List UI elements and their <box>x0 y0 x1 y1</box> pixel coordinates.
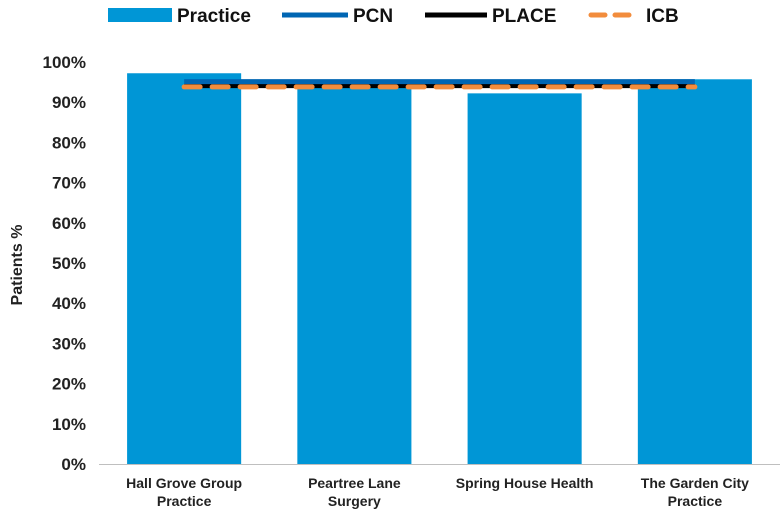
legend-label: ICB <box>646 6 679 27</box>
reference-lines <box>181 79 698 90</box>
x-category-label: Practice <box>668 493 723 509</box>
legend-swatch <box>108 8 172 22</box>
legend-item-practice: Practice <box>108 6 251 27</box>
legend: Practice PCN PLACE ICB <box>108 6 679 27</box>
y-tick-label: 100% <box>43 53 86 72</box>
y-tick-label: 0% <box>61 455 86 474</box>
legend-item-place: PLACE <box>425 6 556 27</box>
y-tick-label: 40% <box>52 294 86 313</box>
legend-label: PCN <box>353 6 393 27</box>
x-category-label: Hall Grove Group <box>126 475 242 491</box>
x-category-label: The Garden City <box>641 475 749 491</box>
y-tick-label: 20% <box>52 375 86 394</box>
bar-practice <box>297 87 412 464</box>
y-tick-label: 70% <box>52 174 86 193</box>
x-category-label: Surgery <box>328 493 381 509</box>
x-axis-labels: Hall Grove Group Practice Peartree Lane Sur… <box>126 475 749 509</box>
bar-practice <box>637 79 752 464</box>
y-axis-title: Patients % <box>9 225 26 306</box>
legend-item-icb: ICB <box>588 6 679 27</box>
bars <box>127 73 752 465</box>
y-tick-label: 60% <box>52 214 86 233</box>
y-tick-label: 50% <box>52 254 86 273</box>
bar-practice <box>127 73 242 465</box>
y-tick-label: 90% <box>52 93 86 112</box>
x-category-label: Practice <box>157 493 212 509</box>
legend-label: PLACE <box>492 6 556 27</box>
bar-practice <box>467 93 582 464</box>
legend-label: Practice <box>177 6 251 27</box>
y-tick-label: 80% <box>52 133 86 152</box>
y-axis-ticks: 0% 10% 20% 30% 40% 50% 60% 70% 80% 90% 100% <box>43 53 86 474</box>
y-tick-label: 30% <box>52 334 86 353</box>
x-category-label: Spring House Health <box>456 475 594 491</box>
y-tick-label: 10% <box>52 415 86 434</box>
x-category-label: Peartree Lane <box>308 475 401 491</box>
legend-item-pcn: PCN <box>282 6 393 27</box>
